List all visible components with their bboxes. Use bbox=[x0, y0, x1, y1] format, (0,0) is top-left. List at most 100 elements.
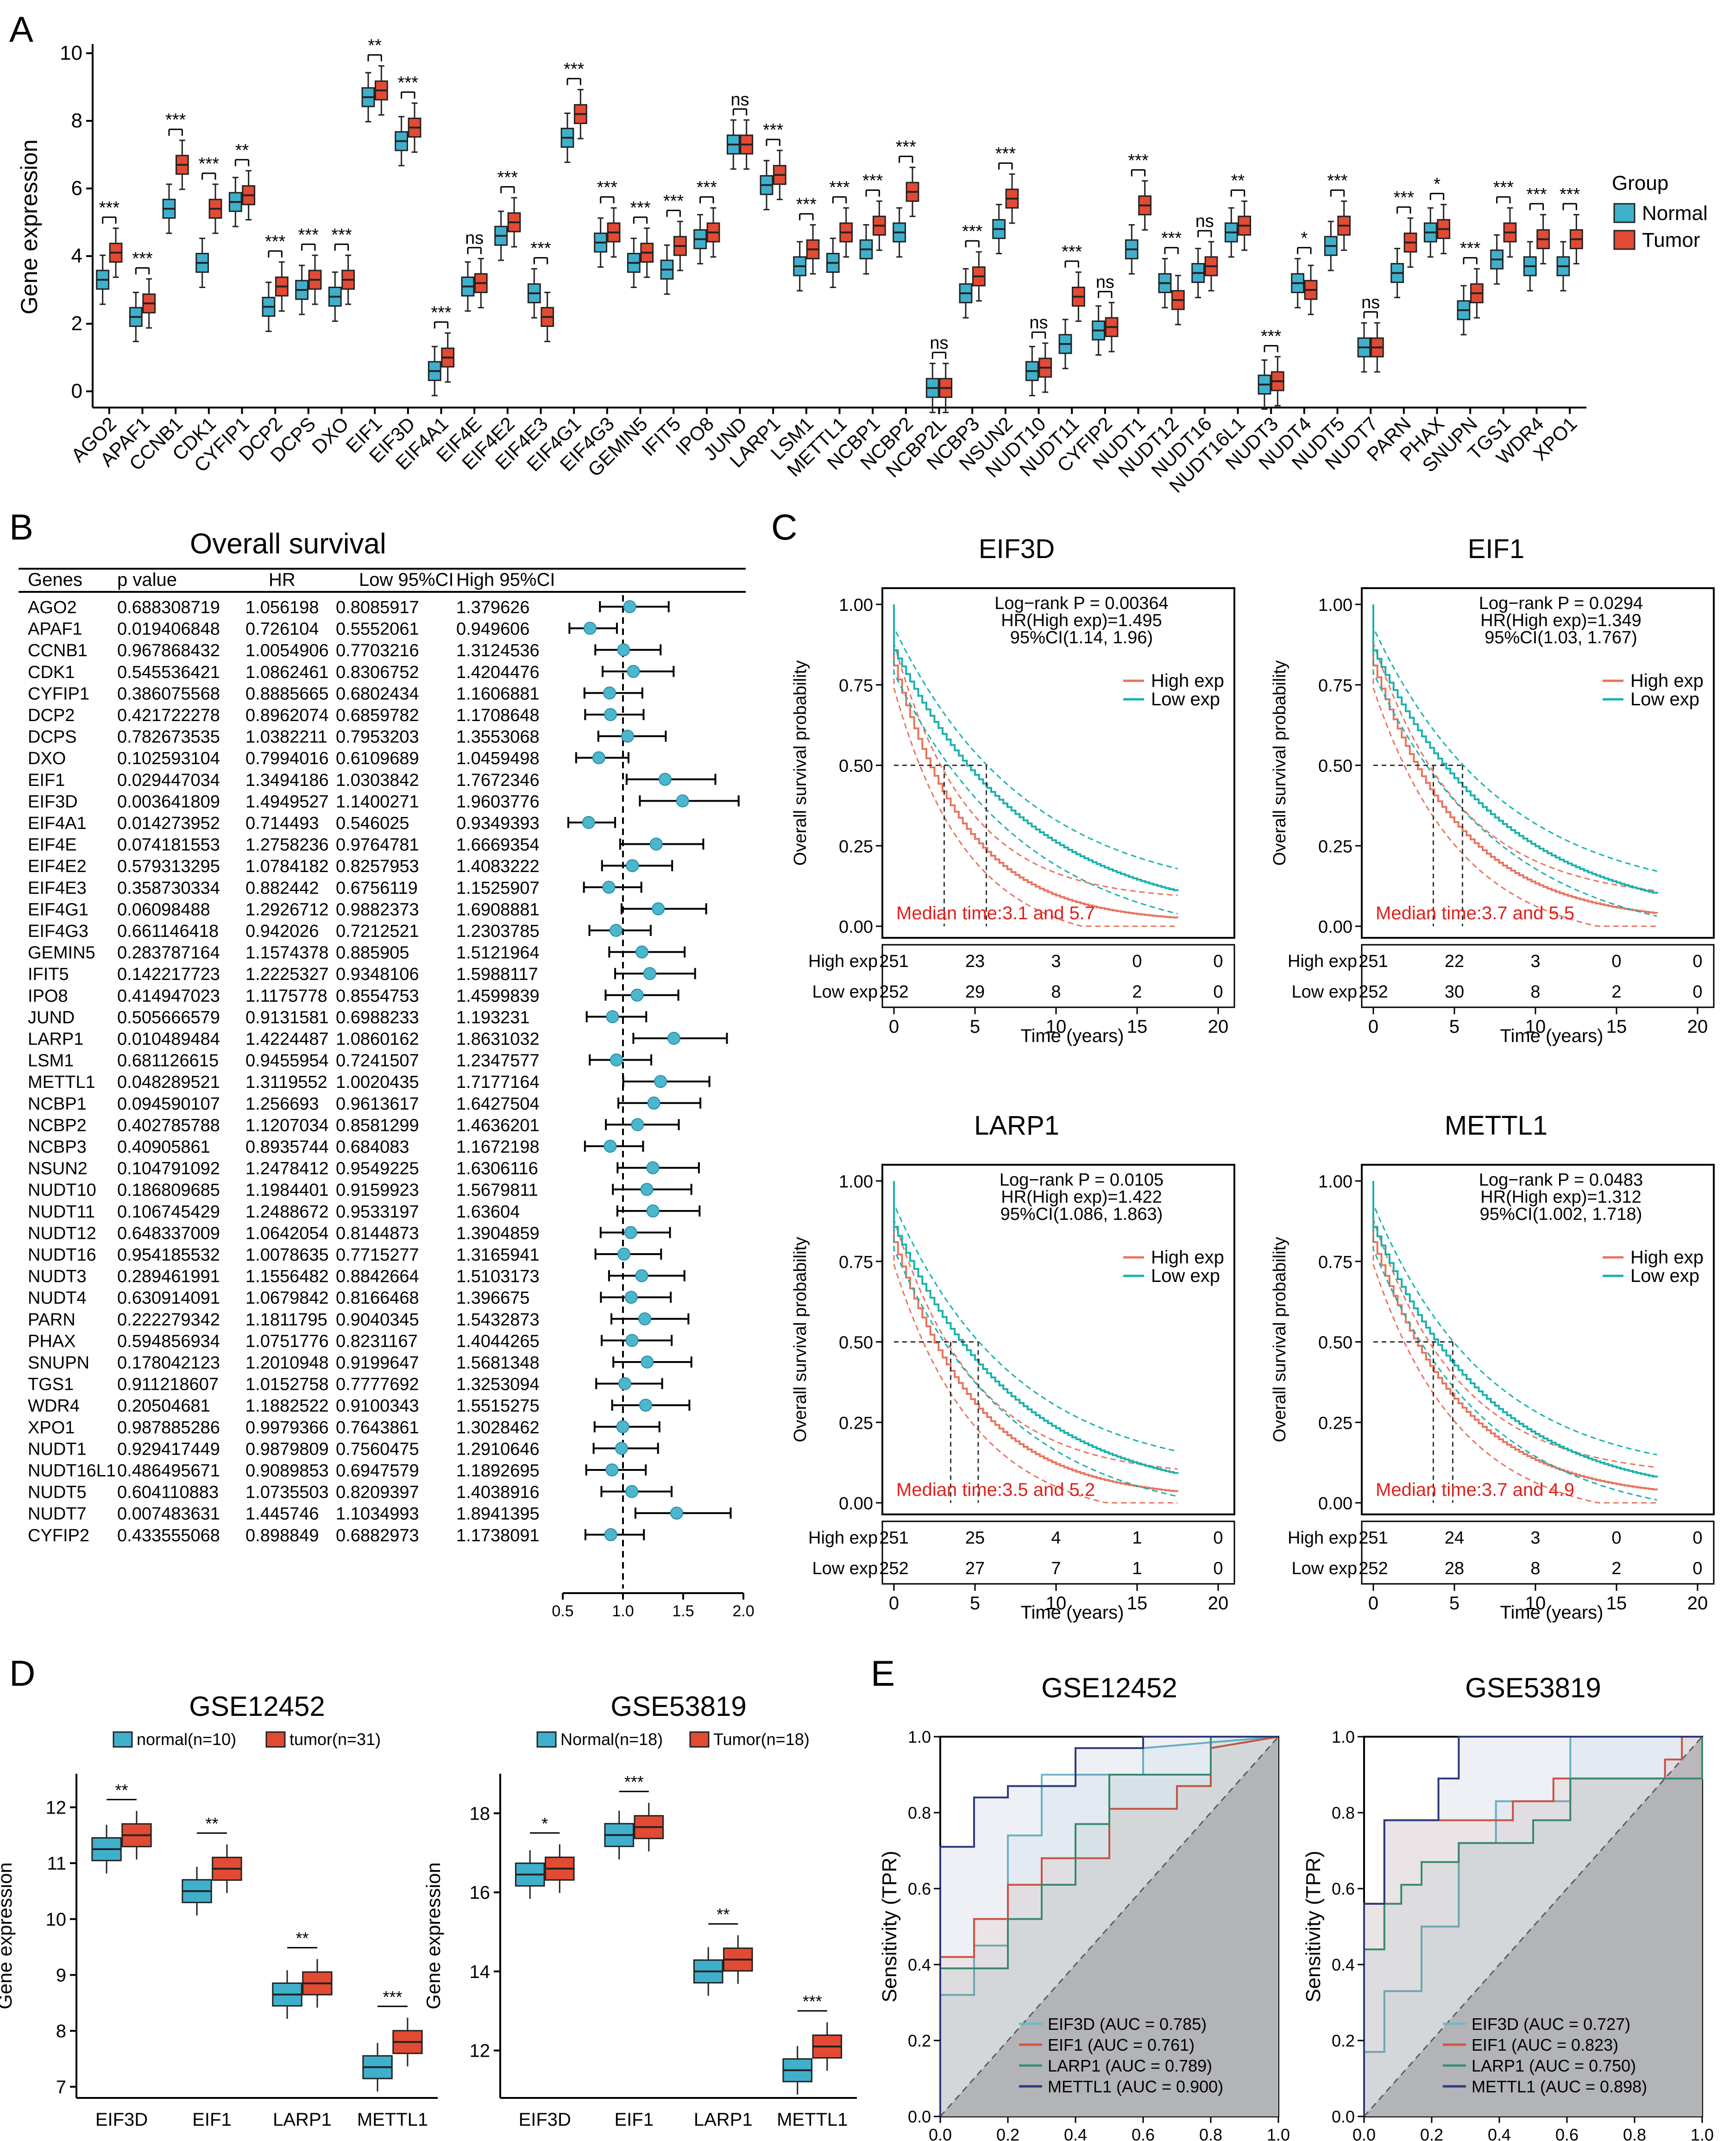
risk-count: 251 bbox=[1359, 952, 1388, 971]
logrank-text: Log−rank P = 0.0483 bbox=[1479, 1170, 1643, 1190]
hr-point bbox=[609, 924, 623, 937]
sig-label: *** bbox=[862, 171, 883, 191]
sig-label: *** bbox=[564, 60, 585, 79]
row-low-ci: 0.8144873 bbox=[336, 1224, 419, 1243]
x-tick-label: 0.4 bbox=[1064, 2125, 1087, 2141]
sig-label: *** bbox=[597, 178, 618, 197]
row-high-ci: 1.5103173 bbox=[456, 1267, 540, 1287]
hr-point bbox=[583, 622, 597, 635]
low-km-curve bbox=[893, 604, 1179, 892]
row-high-ci: 1.5432873 bbox=[456, 1310, 540, 1330]
row-high-ci: 1.6908881 bbox=[456, 900, 540, 919]
hr-point bbox=[606, 1010, 619, 1023]
row-p-value: 0.102593104 bbox=[117, 749, 220, 768]
roc-curve bbox=[1363, 1736, 1702, 2116]
y-tick-label: 0.50 bbox=[839, 757, 873, 776]
x-tick-label: 5 bbox=[1449, 1017, 1459, 1037]
hr-point bbox=[605, 1463, 619, 1476]
row-hr: 1.1574378 bbox=[245, 943, 329, 963]
risk-count: 0 bbox=[1213, 1559, 1223, 1578]
ci-text: 95%CI(1.14, 1.96) bbox=[1010, 628, 1153, 647]
risk-count: 252 bbox=[879, 1559, 908, 1578]
row-high-ci: 0.949606 bbox=[456, 620, 530, 639]
risk-count: 8 bbox=[1530, 982, 1540, 1002]
row-high-ci: 1.379626 bbox=[456, 598, 530, 617]
y-tick-label: 1.00 bbox=[1318, 1172, 1352, 1192]
risk-count: 1 bbox=[1132, 1559, 1142, 1578]
row-gene: CDK1 bbox=[28, 663, 75, 682]
row-low-ci: 0.684083 bbox=[336, 1137, 409, 1157]
y-tick-label: 8 bbox=[71, 109, 82, 132]
row-low-ci: 1.0860162 bbox=[336, 1030, 419, 1049]
y-tick-label: 0.00 bbox=[839, 1494, 873, 1513]
y-tick-label: 0.8 bbox=[908, 1803, 931, 1822]
hr-point bbox=[649, 837, 663, 851]
x-tick-label: 0.6 bbox=[1132, 2125, 1155, 2141]
row-hr: 1.2010948 bbox=[245, 1353, 329, 1373]
low-ci-upper bbox=[893, 604, 1178, 870]
row-p-value: 0.178042123 bbox=[117, 1353, 220, 1373]
sig-label: *** bbox=[896, 138, 917, 157]
y-tick-label: 12 bbox=[46, 1797, 67, 1818]
row-p-value: 0.648337009 bbox=[117, 1224, 220, 1243]
row-low-ci: 0.9199647 bbox=[336, 1353, 419, 1373]
risk-count: 0 bbox=[1213, 982, 1223, 1002]
row-hr: 0.9979366 bbox=[245, 1418, 329, 1438]
row-p-value: 0.40905861 bbox=[117, 1137, 210, 1157]
row-high-ci: 1.8631032 bbox=[456, 1030, 540, 1049]
panel-label: A bbox=[9, 9, 33, 50]
row-hr: 1.2926712 bbox=[245, 900, 329, 919]
row-hr: 0.898849 bbox=[245, 1526, 319, 1545]
y-tick-label: 0.75 bbox=[839, 676, 873, 696]
row-hr: 1.0642054 bbox=[245, 1224, 329, 1243]
row-low-ci: 0.6756119 bbox=[336, 879, 418, 898]
row-high-ci: 1.3124536 bbox=[456, 641, 540, 660]
row-p-value: 0.358730334 bbox=[117, 879, 220, 898]
y-tick-label: 10 bbox=[46, 1909, 67, 1930]
sig-label: ns bbox=[465, 229, 484, 248]
high-km-curve bbox=[1372, 1181, 1658, 1491]
row-low-ci: 0.8581299 bbox=[336, 1116, 419, 1135]
y-tick-label: 0.6 bbox=[1332, 1879, 1355, 1898]
y-tick-label: 0.8 bbox=[1332, 1803, 1355, 1822]
sig-label: *** bbox=[265, 232, 286, 251]
sig-label: *** bbox=[99, 198, 120, 218]
x-axis-title: Time (years) bbox=[1500, 1026, 1604, 1046]
low-ci-upper bbox=[893, 1181, 1178, 1452]
x-tick-label: LARP1 bbox=[694, 2110, 753, 2130]
hr-point bbox=[638, 1312, 652, 1325]
sig-label: *** bbox=[962, 222, 983, 241]
row-hr: 1.1984401 bbox=[245, 1180, 329, 1200]
sig-label: *** bbox=[431, 303, 452, 322]
row-hr: 1.0751776 bbox=[245, 1331, 329, 1351]
row-low-ci: 0.7777692 bbox=[336, 1375, 419, 1394]
risk-count: 22 bbox=[1445, 952, 1464, 971]
x-tick-label: 0.6 bbox=[1555, 2125, 1579, 2141]
risk-count: 0 bbox=[1213, 952, 1223, 971]
sig-label: *** bbox=[1062, 242, 1082, 262]
risk-count: 0 bbox=[1692, 952, 1702, 971]
risk-count: 29 bbox=[965, 982, 985, 1002]
forest-title: Overall survival bbox=[190, 528, 386, 560]
km-plot-frame bbox=[881, 1164, 1235, 1515]
sig-label: *** bbox=[697, 178, 717, 197]
high-ci-upper bbox=[1372, 604, 1657, 892]
legend-label: High exp bbox=[1151, 1247, 1224, 1268]
row-high-ci: 1.4038916 bbox=[456, 1483, 540, 1502]
panel-d-validation-boxplots: GSE12452 normal(n=10) tumor(n=31) 7 8 9 10 11 12… bbox=[0, 1691, 857, 2130]
legend-label: Low exp bbox=[1630, 1266, 1699, 1286]
sig-label: *** bbox=[132, 249, 153, 269]
x-tick-label: 5 bbox=[1449, 1593, 1459, 1614]
row-high-ci: 0.9349393 bbox=[456, 814, 540, 833]
sig-label: *** bbox=[1493, 178, 1514, 197]
y-tick-label: 11 bbox=[47, 1853, 66, 1874]
row-p-value: 0.010489484 bbox=[117, 1030, 220, 1049]
row-hr: 0.9879809 bbox=[245, 1439, 329, 1459]
row-low-ci: 0.9040345 bbox=[336, 1310, 419, 1330]
row-gene: PHAX bbox=[28, 1331, 75, 1351]
risk-count: 4 bbox=[1051, 1528, 1061, 1548]
risk-count: 252 bbox=[879, 982, 908, 1002]
hr-point bbox=[658, 772, 672, 786]
sig-label: * bbox=[1301, 229, 1308, 248]
risk-count: 0 bbox=[1692, 1559, 1702, 1578]
